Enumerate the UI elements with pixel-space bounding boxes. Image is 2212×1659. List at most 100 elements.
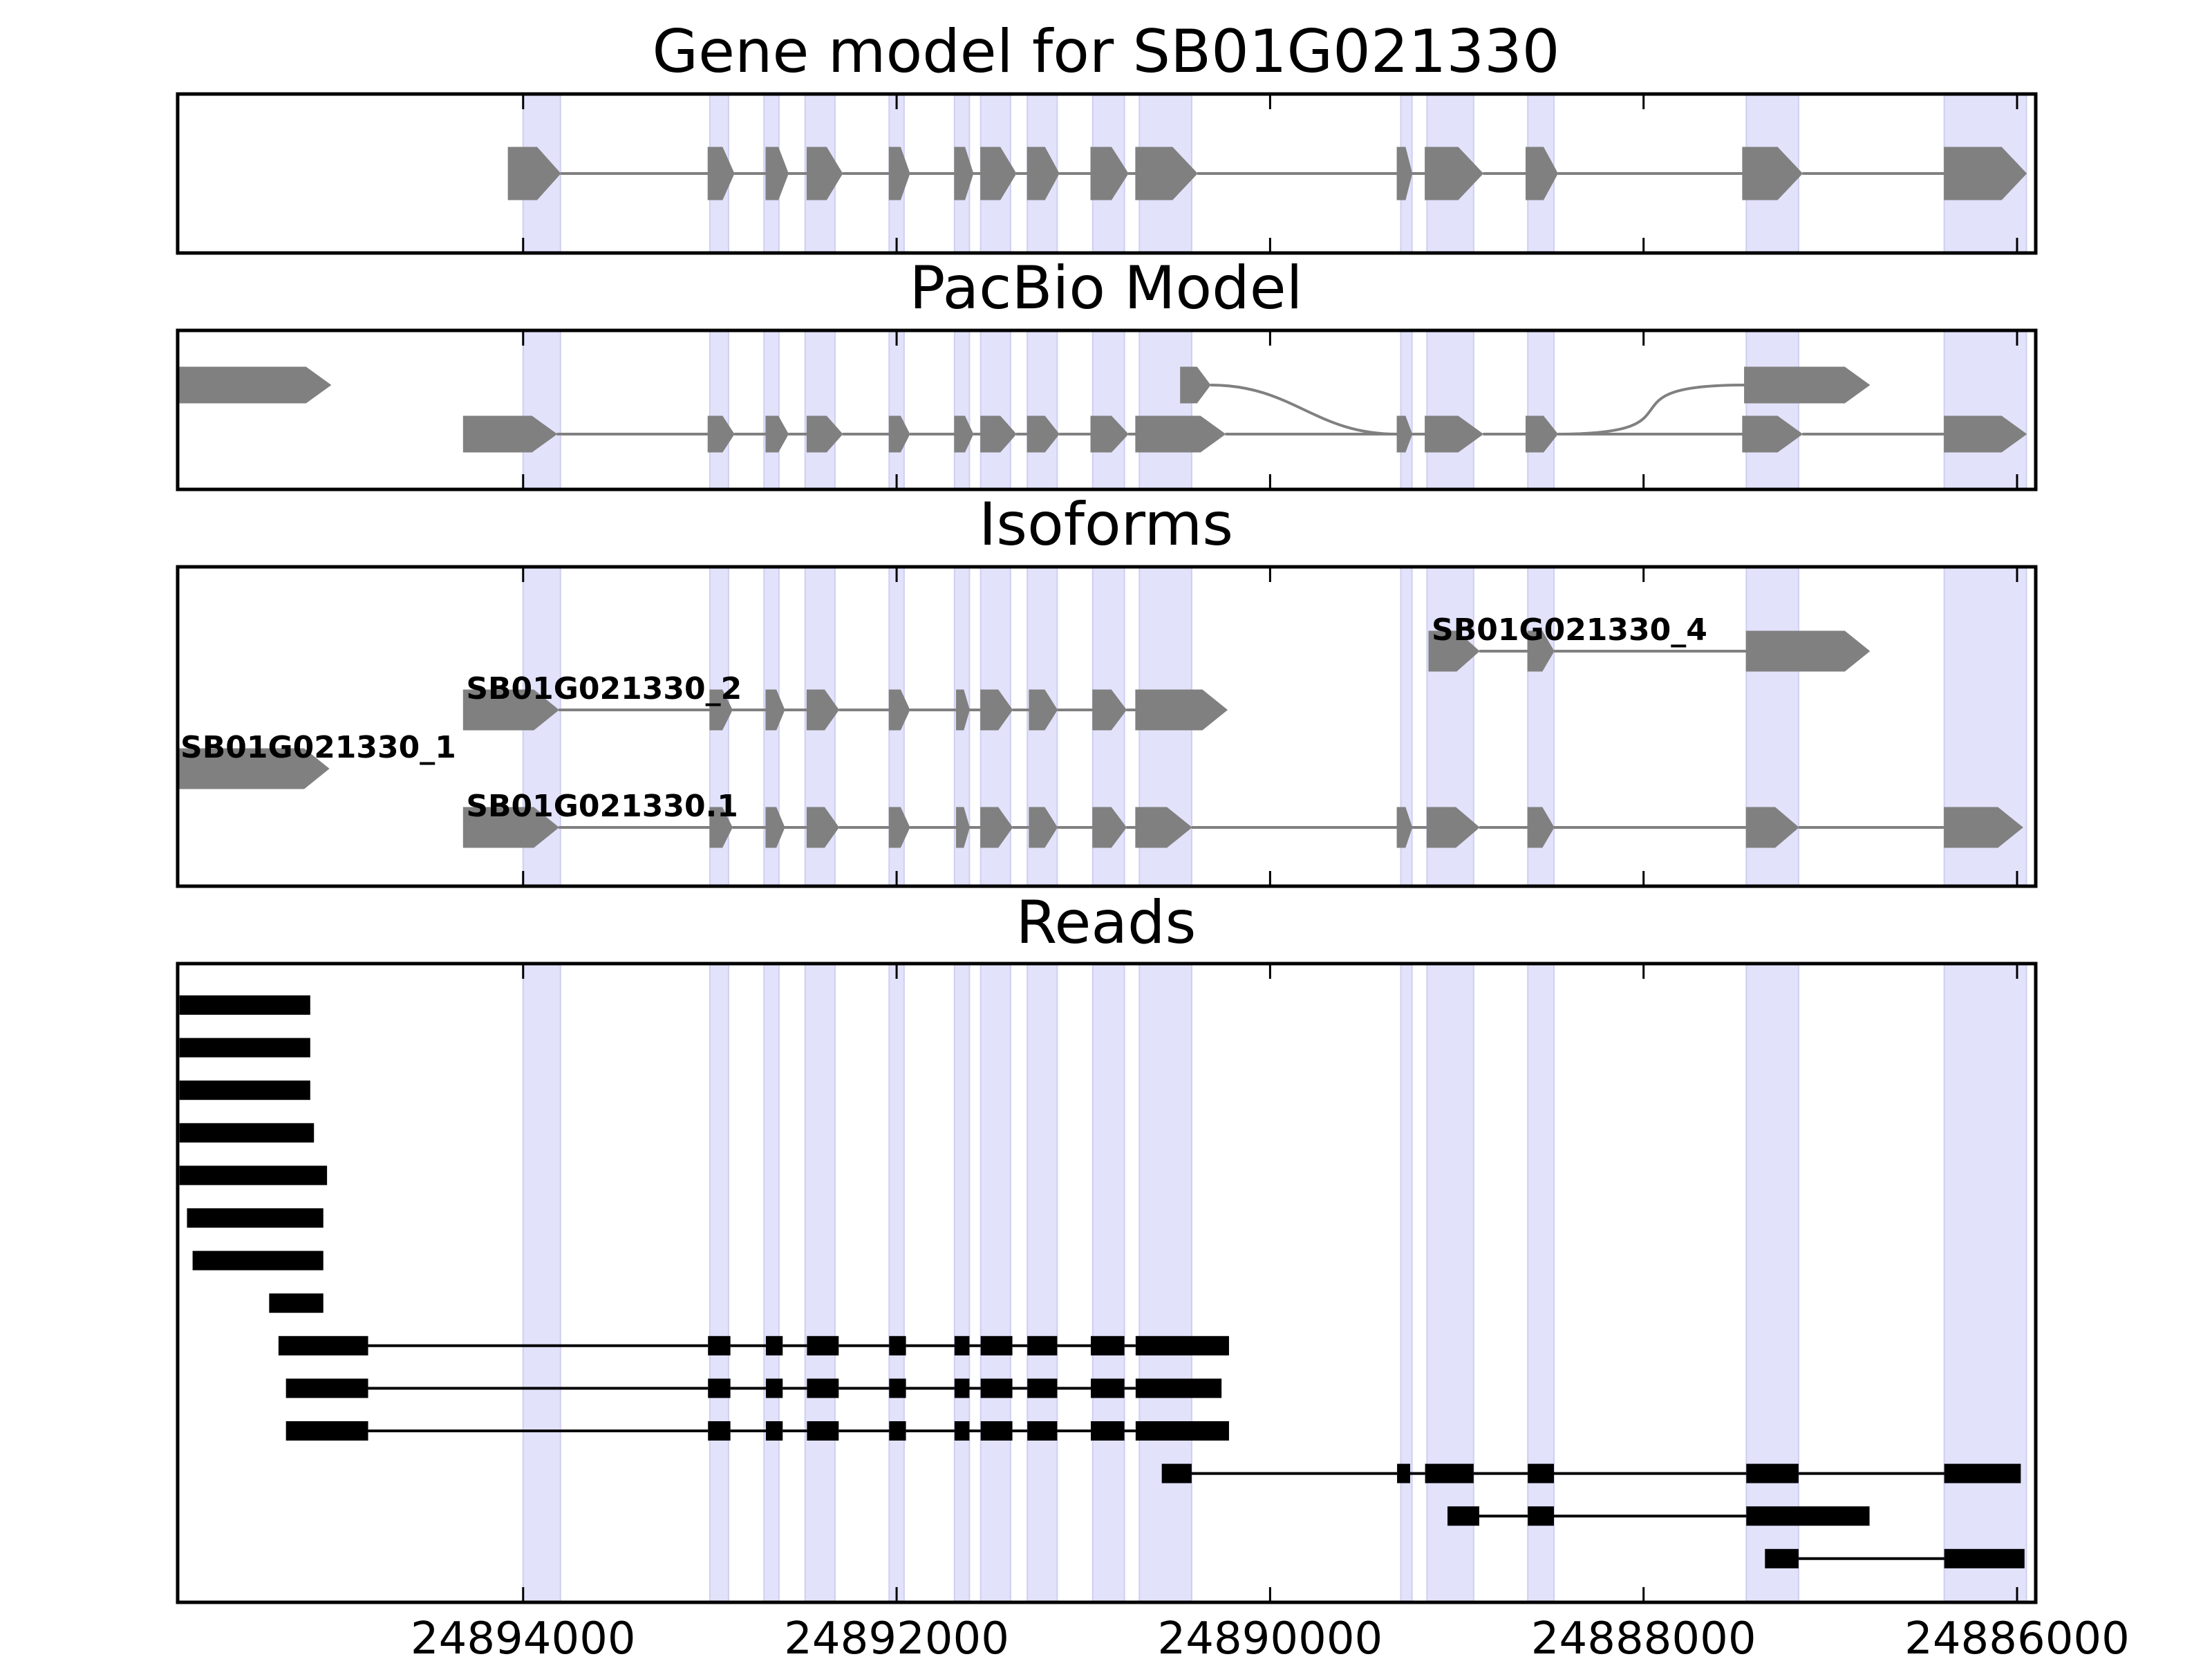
exon-shape [806,415,843,453]
read-block [708,1378,731,1398]
exon-shape [1090,415,1129,453]
exon-shape [1745,630,1871,672]
read-block [1161,1463,1192,1483]
exon-highlight-band [1943,330,2027,490]
read-block [765,1421,783,1441]
exon-shape [1027,147,1060,200]
exon-shape [1944,807,2023,848]
exon-shape [806,807,839,848]
read-block [192,1250,324,1271]
exon-highlight-band [1091,963,1125,1603]
exon-shape [1092,689,1127,731]
exon-shape [765,415,789,453]
panel-title-isoforms: Isoforms [979,490,1233,559]
exon-highlight-band [953,963,971,1603]
exon-shape [462,689,559,731]
read-block [179,1123,315,1143]
exon-highlight-band [1138,330,1192,490]
panel-pacbio [176,328,2038,491]
read-block [179,1038,310,1058]
exon-shape [507,147,561,200]
exon-highlight-band [888,963,905,1603]
exon-shape [765,807,785,848]
read-block [1944,1463,2021,1483]
junction-curve [1557,384,1745,435]
read-block [1091,1378,1125,1398]
read-block [1528,1463,1555,1483]
read-block [765,1335,783,1356]
read-block [954,1378,970,1398]
exon-shape [1426,807,1480,848]
panel-frame [176,962,2038,1604]
exon-shape [765,689,785,731]
read-block [980,1335,1013,1356]
junction-curve [1210,384,1398,435]
read-block [285,1378,368,1398]
exon-shape [888,147,910,200]
exon-shape [462,807,559,848]
read-block [889,1421,906,1441]
exon-shape [954,415,974,453]
exon-highlight-band [1527,330,1555,490]
exon-highlight-band [1027,330,1058,490]
exon-shape [1396,415,1413,453]
read-block [1397,1463,1410,1483]
exon-highlight-band [522,330,561,490]
panel-isoforms: SB01G021330_4 SB01G021330_2 SB01G021330_1 S… [176,565,2038,888]
exon-shape [1135,415,1226,453]
exon-highlight-band [980,330,1011,490]
exon-shape [888,689,910,731]
exon-highlight-band [953,330,971,490]
exon-shape [1029,807,1058,848]
exon-shape [1745,807,1799,848]
exon-shape [1396,807,1413,848]
exon-shape [1744,366,1871,404]
panel-frame [176,328,2038,491]
read-block [1027,1378,1058,1398]
read-block [980,1421,1013,1441]
read-block [807,1335,839,1356]
exon-highlight-band [1745,963,1799,1603]
read-block [179,1165,328,1185]
exon-shape [956,807,970,848]
exon-highlight-band [1400,330,1413,490]
exon-shape [1425,415,1484,453]
exon-shape [1180,366,1211,404]
exon-shape [1090,147,1129,200]
read-block [1765,1548,1799,1568]
read-block [1528,1506,1555,1526]
exon-shape [888,415,910,453]
panel-title-gene-model: Gene model for SB01G021330 [653,17,1560,86]
exon-highlight-band [709,330,729,490]
x-tick-label: 24888000 [1531,1613,1756,1659]
read-block [187,1208,324,1228]
read-block [1425,1463,1474,1483]
read-block [1091,1421,1125,1441]
exon-highlight-band [709,963,729,1603]
exon-shape [954,147,974,200]
read-block [269,1293,324,1313]
exon-highlight-band [763,330,780,490]
read-block [889,1378,906,1398]
isoform-label: SB01G021330_2 [466,671,742,706]
panel-title-pacbio: PacBio Model [909,254,1302,323]
read-block [1746,1506,1870,1526]
exon-shape [980,807,1013,848]
read-block [1746,1463,1799,1483]
read-block [708,1335,731,1356]
read-block [1944,1548,2025,1568]
exon-shape [1092,807,1127,848]
exon-shape [1425,147,1484,200]
read-block [954,1421,970,1441]
exon-highlight-band [1400,963,1413,1603]
exon-highlight-band [1027,963,1058,1603]
exon-highlight-band [522,963,561,1603]
read-block [708,1421,731,1441]
read-block [285,1421,368,1441]
read-block [179,1080,310,1100]
exon-shape [765,147,789,200]
exon-shape [1396,147,1413,200]
x-tick-label: 24886000 [1904,1613,2130,1659]
read-block [807,1421,839,1441]
